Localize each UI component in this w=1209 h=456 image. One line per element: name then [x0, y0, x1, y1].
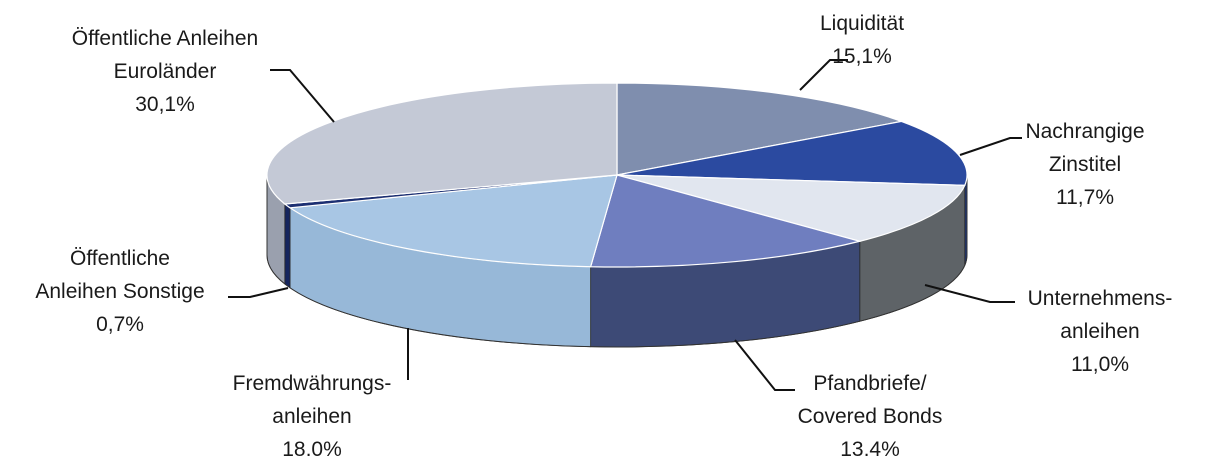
pie-slice-0 [616, 82, 904, 176]
slice-name-4-line-1: anleihen [272, 405, 351, 428]
leader-line-1 [959, 137, 1022, 156]
slice-name-0-line-0: Liquidität [820, 12, 904, 35]
leader-line-0 [799, 59, 848, 91]
slice-name-5-line-1: Anleihen Sonstige [35, 280, 204, 303]
slice-percent-5: 0,7% [96, 313, 144, 336]
slice-name-1-line-0: Nachrangige [1025, 120, 1144, 143]
pie-rim [266, 175, 968, 348]
pie-sides [266, 174, 968, 348]
leader-line-3 [734, 339, 795, 391]
pie-slice-2 [616, 174, 966, 242]
pie-side-5 [284, 203, 291, 289]
slice-name-1-line-1: Zinstitel [1049, 153, 1121, 176]
leader-line-6 [270, 69, 335, 123]
pie-slice-1 [616, 120, 968, 186]
slice-percent-2: 11,0% [1071, 353, 1129, 376]
slice-percent-1: 11,7% [1056, 186, 1114, 209]
pie-slice-4 [288, 174, 618, 268]
slice-labels: Liquidität 15,1% Nachrangige Zinstitel 11,7%… [35, 12, 1172, 456]
slice-name-3-line-0: Pfandbriefe/ [813, 372, 926, 395]
slice-name-3-line-1: Covered Bonds [798, 405, 943, 428]
slice-name-6-line-1: Euroländer [114, 60, 217, 83]
slice-name-4-line-0: Fremdwährungs- [233, 372, 392, 395]
slice-percent-6: 30,1% [135, 93, 195, 116]
leader-line-5 [228, 287, 289, 298]
pie-tops [266, 82, 968, 268]
slice-name-2-line-1: anleihen [1060, 320, 1139, 343]
slice-name-2-line-0: Unternehmens- [1028, 287, 1173, 310]
slice-percent-3: 13,4% [840, 438, 900, 456]
slice-name-5-line-0: Öffentliche [70, 247, 170, 270]
slice-name-6-line-0: Öffentliche Anleihen [72, 27, 258, 50]
slice-percent-4: 18,0% [282, 438, 342, 456]
leader-lines [228, 59, 1022, 391]
slice-percent-0: 15,1% [832, 45, 892, 68]
leader-line-2 [924, 284, 1015, 303]
pie-slice-3 [589, 174, 863, 268]
